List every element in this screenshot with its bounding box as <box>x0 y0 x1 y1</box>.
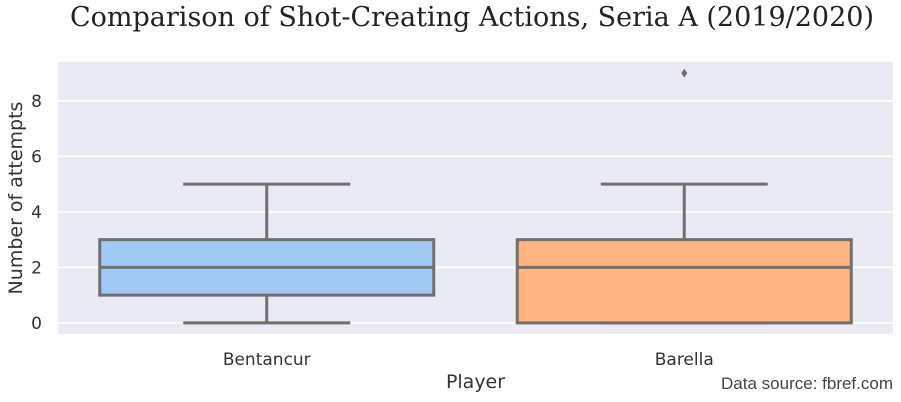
x-tick-label: Bentancur <box>223 350 311 370</box>
box-bentancur <box>98 182 436 325</box>
y-axis-label: Number of attempts <box>5 102 27 295</box>
y-tick-label: 2 <box>31 258 42 278</box>
y-tick-labels: 0 2 4 6 8 <box>31 92 42 334</box>
box-body <box>515 238 853 325</box>
boxes <box>98 68 853 325</box>
chart-title: Comparison of Shot-Creating Actions, Ser… <box>70 2 874 33</box>
y-tick-label: 4 <box>31 203 42 223</box>
y-tick-label: 8 <box>31 92 42 112</box>
y-tick-label: 6 <box>31 147 42 167</box>
outlier-point <box>681 68 688 78</box>
x-tick-label: Barella <box>655 350 714 370</box>
x-tick-labels: Bentancur Barella <box>223 350 714 370</box>
box-barella <box>515 68 853 325</box>
x-axis-label: Player <box>446 371 505 393</box>
data-source-note: Data source: fbref.com <box>721 374 893 393</box>
y-tick-label: 0 <box>31 314 42 334</box>
